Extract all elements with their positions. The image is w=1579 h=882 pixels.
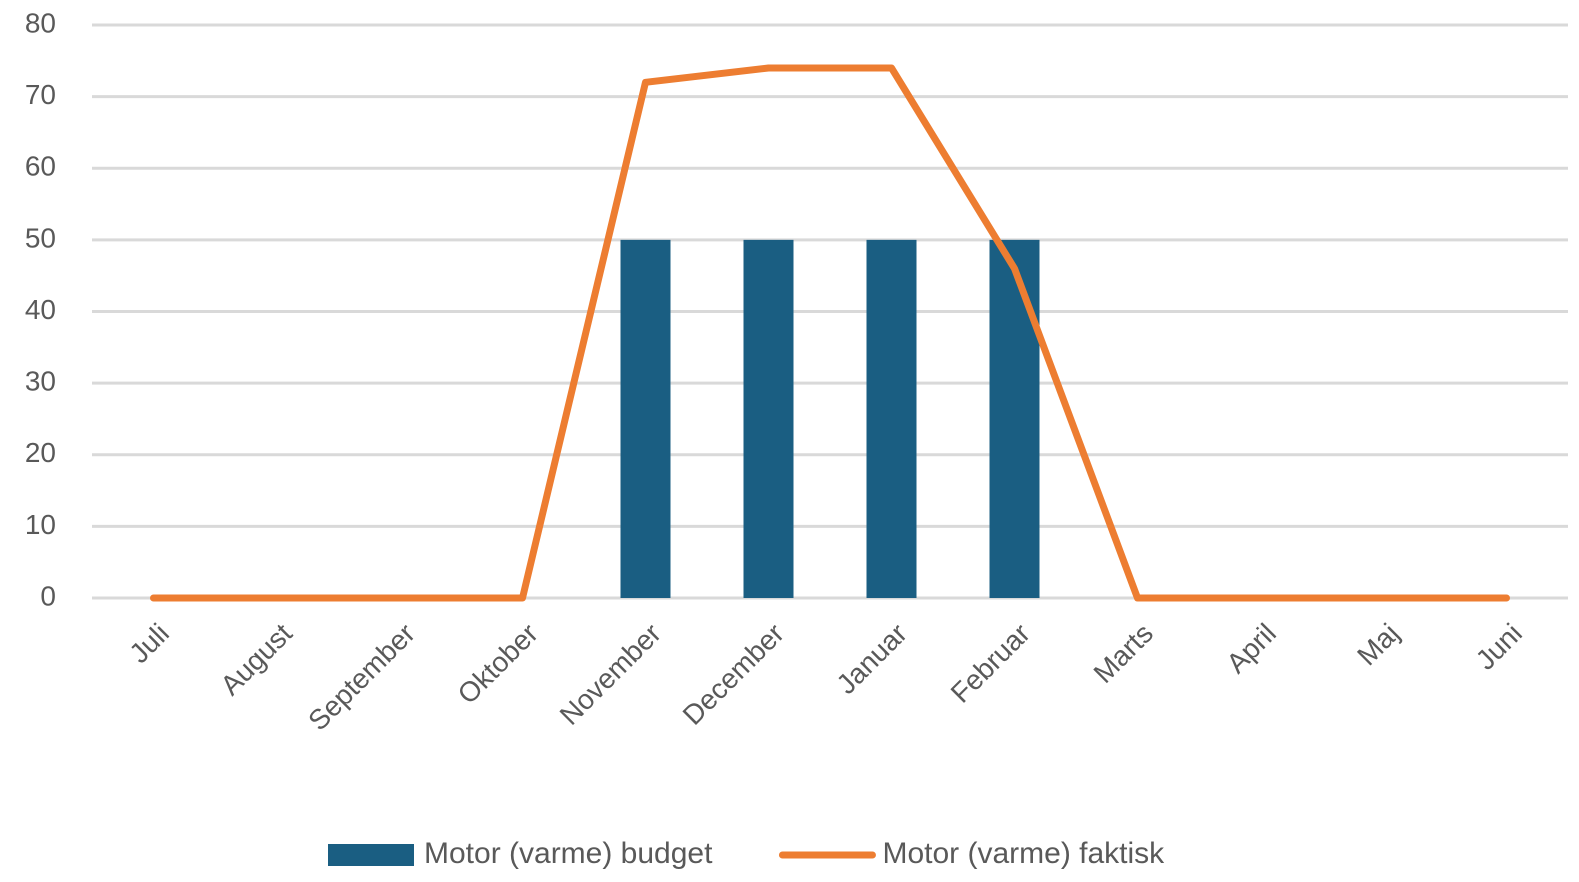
y-tick-label: 40 xyxy=(25,294,56,325)
x-tick-label: Maj xyxy=(1351,618,1405,672)
bar xyxy=(989,239,1040,598)
x-tick-label: Oktober xyxy=(452,618,544,710)
y-tick-label: 60 xyxy=(25,151,56,182)
x-tick-label: Juli xyxy=(123,618,175,670)
legend-swatch xyxy=(328,844,414,866)
y-tick-label: 0 xyxy=(40,580,56,611)
x-tick-label: April xyxy=(1220,618,1282,680)
x-tick-label: Juni xyxy=(1470,618,1528,676)
x-tick-label: Januar xyxy=(831,618,913,700)
y-tick-label: 10 xyxy=(25,509,56,540)
x-tick-label: November xyxy=(554,618,667,731)
y-tick-label: 20 xyxy=(25,437,56,468)
bar xyxy=(866,239,917,598)
y-tick-label: 30 xyxy=(25,366,56,397)
legend-label: Motor (varme) faktisk xyxy=(882,837,1165,870)
x-tick-label: September xyxy=(302,618,421,737)
bar xyxy=(743,239,794,598)
y-tick-label: 70 xyxy=(25,79,56,110)
x-tick-label: Februar xyxy=(945,618,1036,709)
x-tick-label: December xyxy=(677,618,790,731)
x-tick-label: Marts xyxy=(1088,618,1159,689)
bar xyxy=(620,239,671,598)
legend-label: Motor (varme) budget xyxy=(424,837,713,870)
y-tick-label: 50 xyxy=(25,222,56,253)
line xyxy=(150,64,1510,602)
y-tick-label: 80 xyxy=(25,7,56,38)
x-tick-label: August xyxy=(214,617,298,701)
